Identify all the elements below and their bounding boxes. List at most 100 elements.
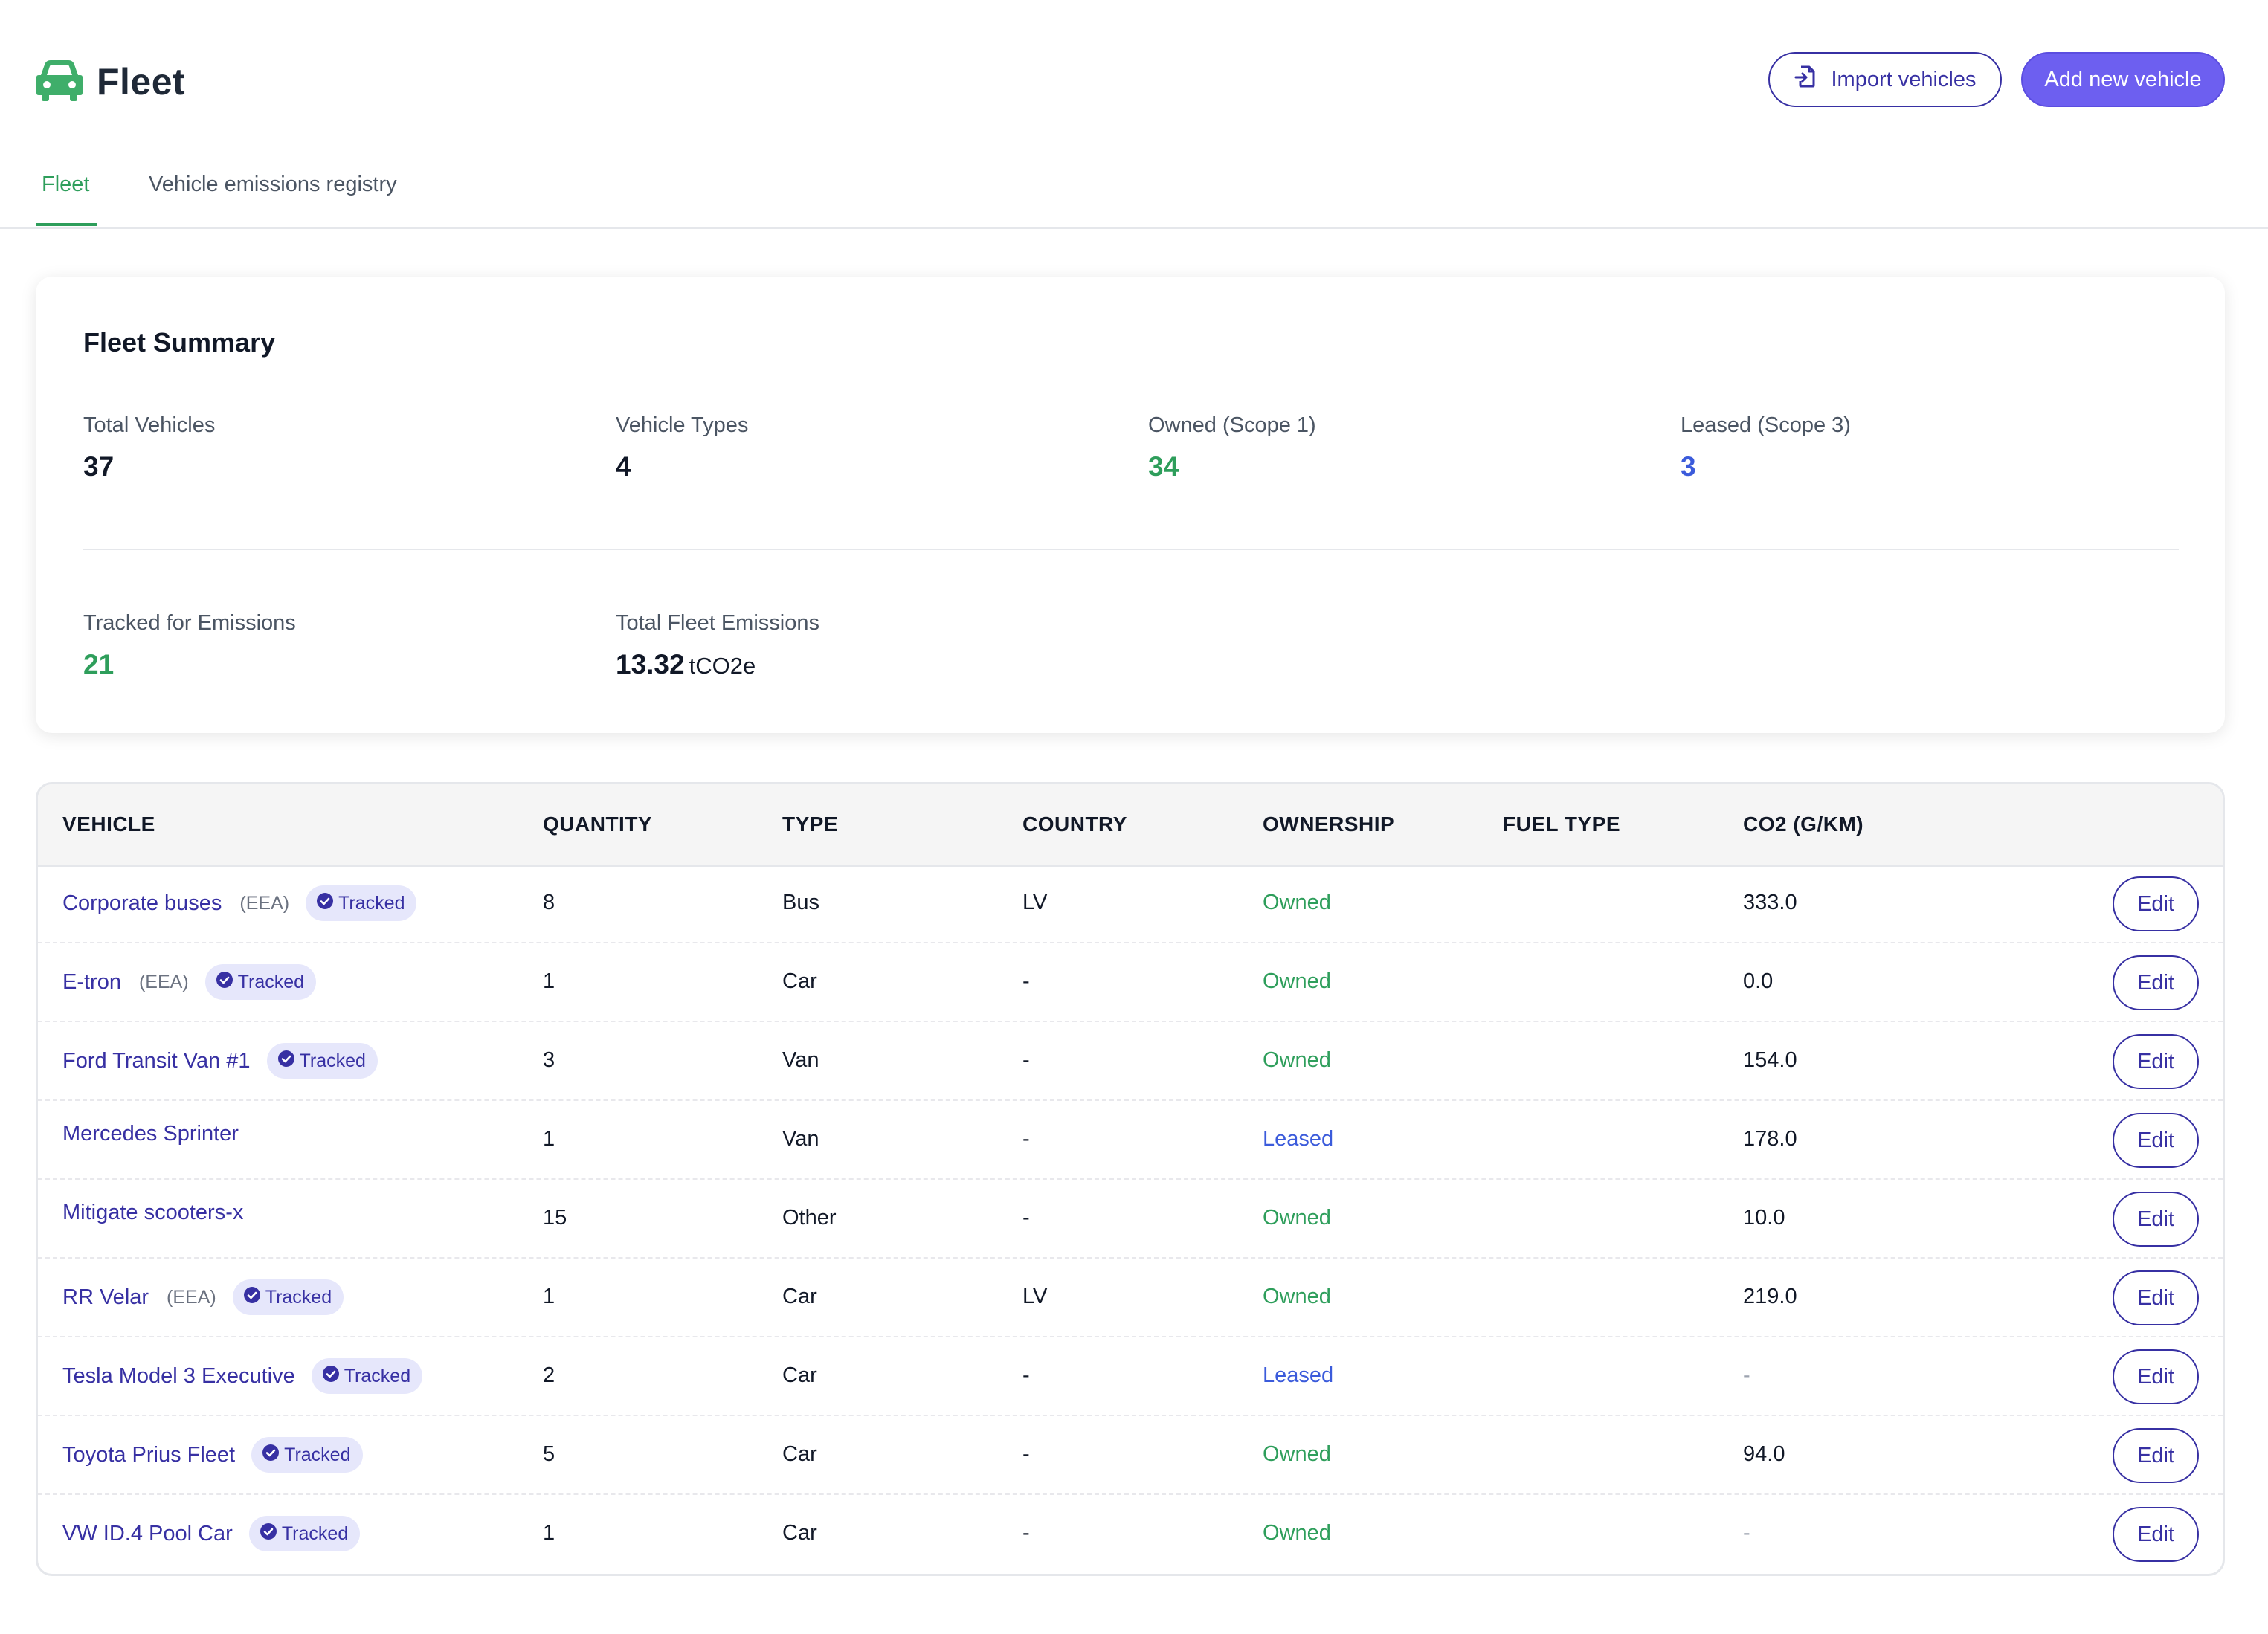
type-cell: Car (782, 1442, 817, 1466)
type-cell: Van (782, 1127, 819, 1151)
tracked-badge: Tracked (251, 1437, 363, 1473)
table-row: Mitigate scooters-x 15 Other - Owned 10.… (38, 1180, 2223, 1259)
column-header-type: TYPE (782, 813, 839, 836)
vehicle-cell: Mercedes Sprinter (62, 1122, 239, 1146)
region-tag: (EEA) (239, 892, 290, 914)
table-row: E-tron (EEA) Tracked 1 Car - Owned 0.0 E… (38, 943, 2223, 1022)
check-circle-icon (277, 1050, 300, 1073)
stat-owned: Owned (Scope 1) 34 (1148, 413, 1316, 482)
vehicle-name-link[interactable]: Ford Transit Van #1 (62, 1048, 251, 1073)
table-row: Tesla Model 3 Executive Tracked 2 Car - … (38, 1337, 2223, 1416)
stat-value: 4 (616, 451, 631, 482)
table-row: RR Velar (EEA) Tracked 1 Car LV Owned 21… (38, 1259, 2223, 1337)
type-cell: Car (782, 1363, 817, 1387)
tab-fleet[interactable]: Fleet (42, 172, 90, 196)
stat-label: Vehicle Types (616, 413, 749, 437)
vehicles-table: VEHICLE QUANTITY TYPE COUNTRY OWNERSHIP … (36, 782, 2225, 1576)
tracked-label: Tracked (338, 892, 405, 914)
quantity-cell: 1 (543, 1521, 555, 1545)
table-row: Mercedes Sprinter 1 Van - Leased 178.0 E… (38, 1101, 2223, 1180)
vehicle-name-link[interactable]: Mitigate scooters-x (62, 1201, 244, 1224)
header-actions: Import vehicles Add new vehicle (1768, 52, 2225, 107)
type-cell: Other (782, 1206, 837, 1230)
edit-button[interactable]: Edit (2113, 876, 2199, 931)
tracked-label: Tracked (281, 1522, 349, 1544)
co2-cell: 94.0 (1743, 1442, 1785, 1466)
tab-bar: Fleet Vehicle emissions registry (0, 164, 2268, 229)
car-icon (36, 59, 83, 106)
vehicle-name-link[interactable]: Corporate buses (62, 891, 222, 915)
vehicle-name-link[interactable]: Toyota Prius Fleet (62, 1442, 236, 1467)
quantity-cell: 8 (543, 891, 555, 914)
stat-label: Owned (Scope 1) (1148, 413, 1316, 437)
column-header-co2: CO2 (G/KM) (1743, 813, 1864, 836)
ownership-cell: Owned (1263, 1285, 1331, 1308)
co2-cell: - (1743, 1363, 1750, 1387)
country-cell: - (1022, 1127, 1030, 1151)
region-tag: (EEA) (138, 971, 189, 992)
check-circle-icon (316, 892, 338, 915)
ownership-cell: Owned (1263, 969, 1331, 993)
country-cell: - (1022, 969, 1030, 993)
stat-value: 34 (1148, 451, 1179, 482)
type-cell: Bus (782, 891, 819, 914)
check-circle-icon (243, 1286, 265, 1309)
tracked-label: Tracked (299, 1050, 366, 1071)
edit-button[interactable]: Edit (2113, 1349, 2199, 1404)
ownership-cell: Owned (1263, 1206, 1331, 1230)
table-row: Ford Transit Van #1 Tracked 3 Van - Owne… (38, 1022, 2223, 1101)
vehicle-cell: Corporate buses (EEA) Tracked (62, 885, 417, 921)
column-header-ownership: OWNERSHIP (1263, 813, 1395, 836)
quantity-cell: 1 (543, 1285, 555, 1308)
vehicle-name-link[interactable]: Mercedes Sprinter (62, 1122, 239, 1146)
column-header-fuel-type: FUEL TYPE (1503, 813, 1621, 836)
stat-leased: Leased (Scope 3) 3 (1681, 413, 1851, 482)
region-tag: (EEA) (167, 1286, 216, 1308)
import-vehicles-button[interactable]: Import vehicles (1768, 52, 2002, 107)
tracked-badge: Tracked (204, 964, 317, 1000)
quantity-cell: 5 (543, 1442, 555, 1466)
tab-vehicle-emissions-registry[interactable]: Vehicle emissions registry (149, 172, 397, 196)
edit-button[interactable]: Edit (2113, 955, 2199, 1010)
country-cell: LV (1022, 1285, 1048, 1308)
tracked-badge: Tracked (232, 1279, 344, 1315)
brand: Fleet (36, 52, 185, 112)
column-header-quantity: QUANTITY (543, 813, 653, 836)
type-cell: Car (782, 969, 817, 993)
import-vehicles-label: Import vehicles (1831, 67, 1977, 91)
edit-button[interactable]: Edit (2113, 1192, 2199, 1247)
stat-total-vehicles: Total Vehicles 37 (83, 413, 215, 482)
country-cell: - (1022, 1442, 1030, 1466)
ownership-cell: Owned (1263, 1048, 1331, 1072)
check-circle-icon (322, 1365, 344, 1388)
vehicle-cell: RR Velar (EEA) Tracked (62, 1279, 344, 1315)
stat-value: 13.32 tCO2e (616, 649, 819, 680)
add-new-vehicle-button[interactable]: Add new vehicle (2021, 52, 2225, 107)
edit-button[interactable]: Edit (2113, 1428, 2199, 1483)
stat-label: Total Vehicles (83, 413, 216, 437)
country-cell: - (1022, 1206, 1030, 1230)
stat-value: 37 (83, 451, 115, 482)
vehicle-name-link[interactable]: RR Velar (62, 1285, 149, 1309)
check-circle-icon (262, 1444, 284, 1467)
ownership-cell: Owned (1263, 891, 1331, 914)
vehicle-name-link[interactable]: E-tron (62, 969, 121, 994)
vehicle-name-link[interactable]: VW ID.4 Pool Car (62, 1521, 233, 1546)
quantity-cell: 15 (543, 1206, 567, 1230)
emissions-value: 13.32 (616, 649, 685, 679)
file-import-icon (1794, 65, 1831, 94)
stat-total-emissions: Total Fleet Emissions 13.32 tCO2e (616, 611, 819, 680)
table-row: Corporate buses (EEA) Tracked 8 Bus LV O… (38, 865, 2223, 943)
stat-label: Leased (Scope 3) (1681, 413, 1851, 437)
edit-button[interactable]: Edit (2113, 1113, 2199, 1168)
tracked-badge: Tracked (306, 885, 417, 921)
edit-button[interactable]: Edit (2113, 1270, 2199, 1325)
type-cell: Van (782, 1048, 819, 1072)
edit-button[interactable]: Edit (2113, 1034, 2199, 1089)
ownership-cell: Leased (1263, 1363, 1334, 1387)
edit-button[interactable]: Edit (2113, 1507, 2199, 1562)
vehicle-name-link[interactable]: Tesla Model 3 Executive (62, 1363, 295, 1388)
co2-cell: - (1743, 1521, 1750, 1545)
table-row: VW ID.4 Pool Car Tracked 1 Car - Owned -… (38, 1495, 2223, 1574)
table-header: VEHICLE QUANTITY TYPE COUNTRY OWNERSHIP … (38, 784, 2223, 867)
